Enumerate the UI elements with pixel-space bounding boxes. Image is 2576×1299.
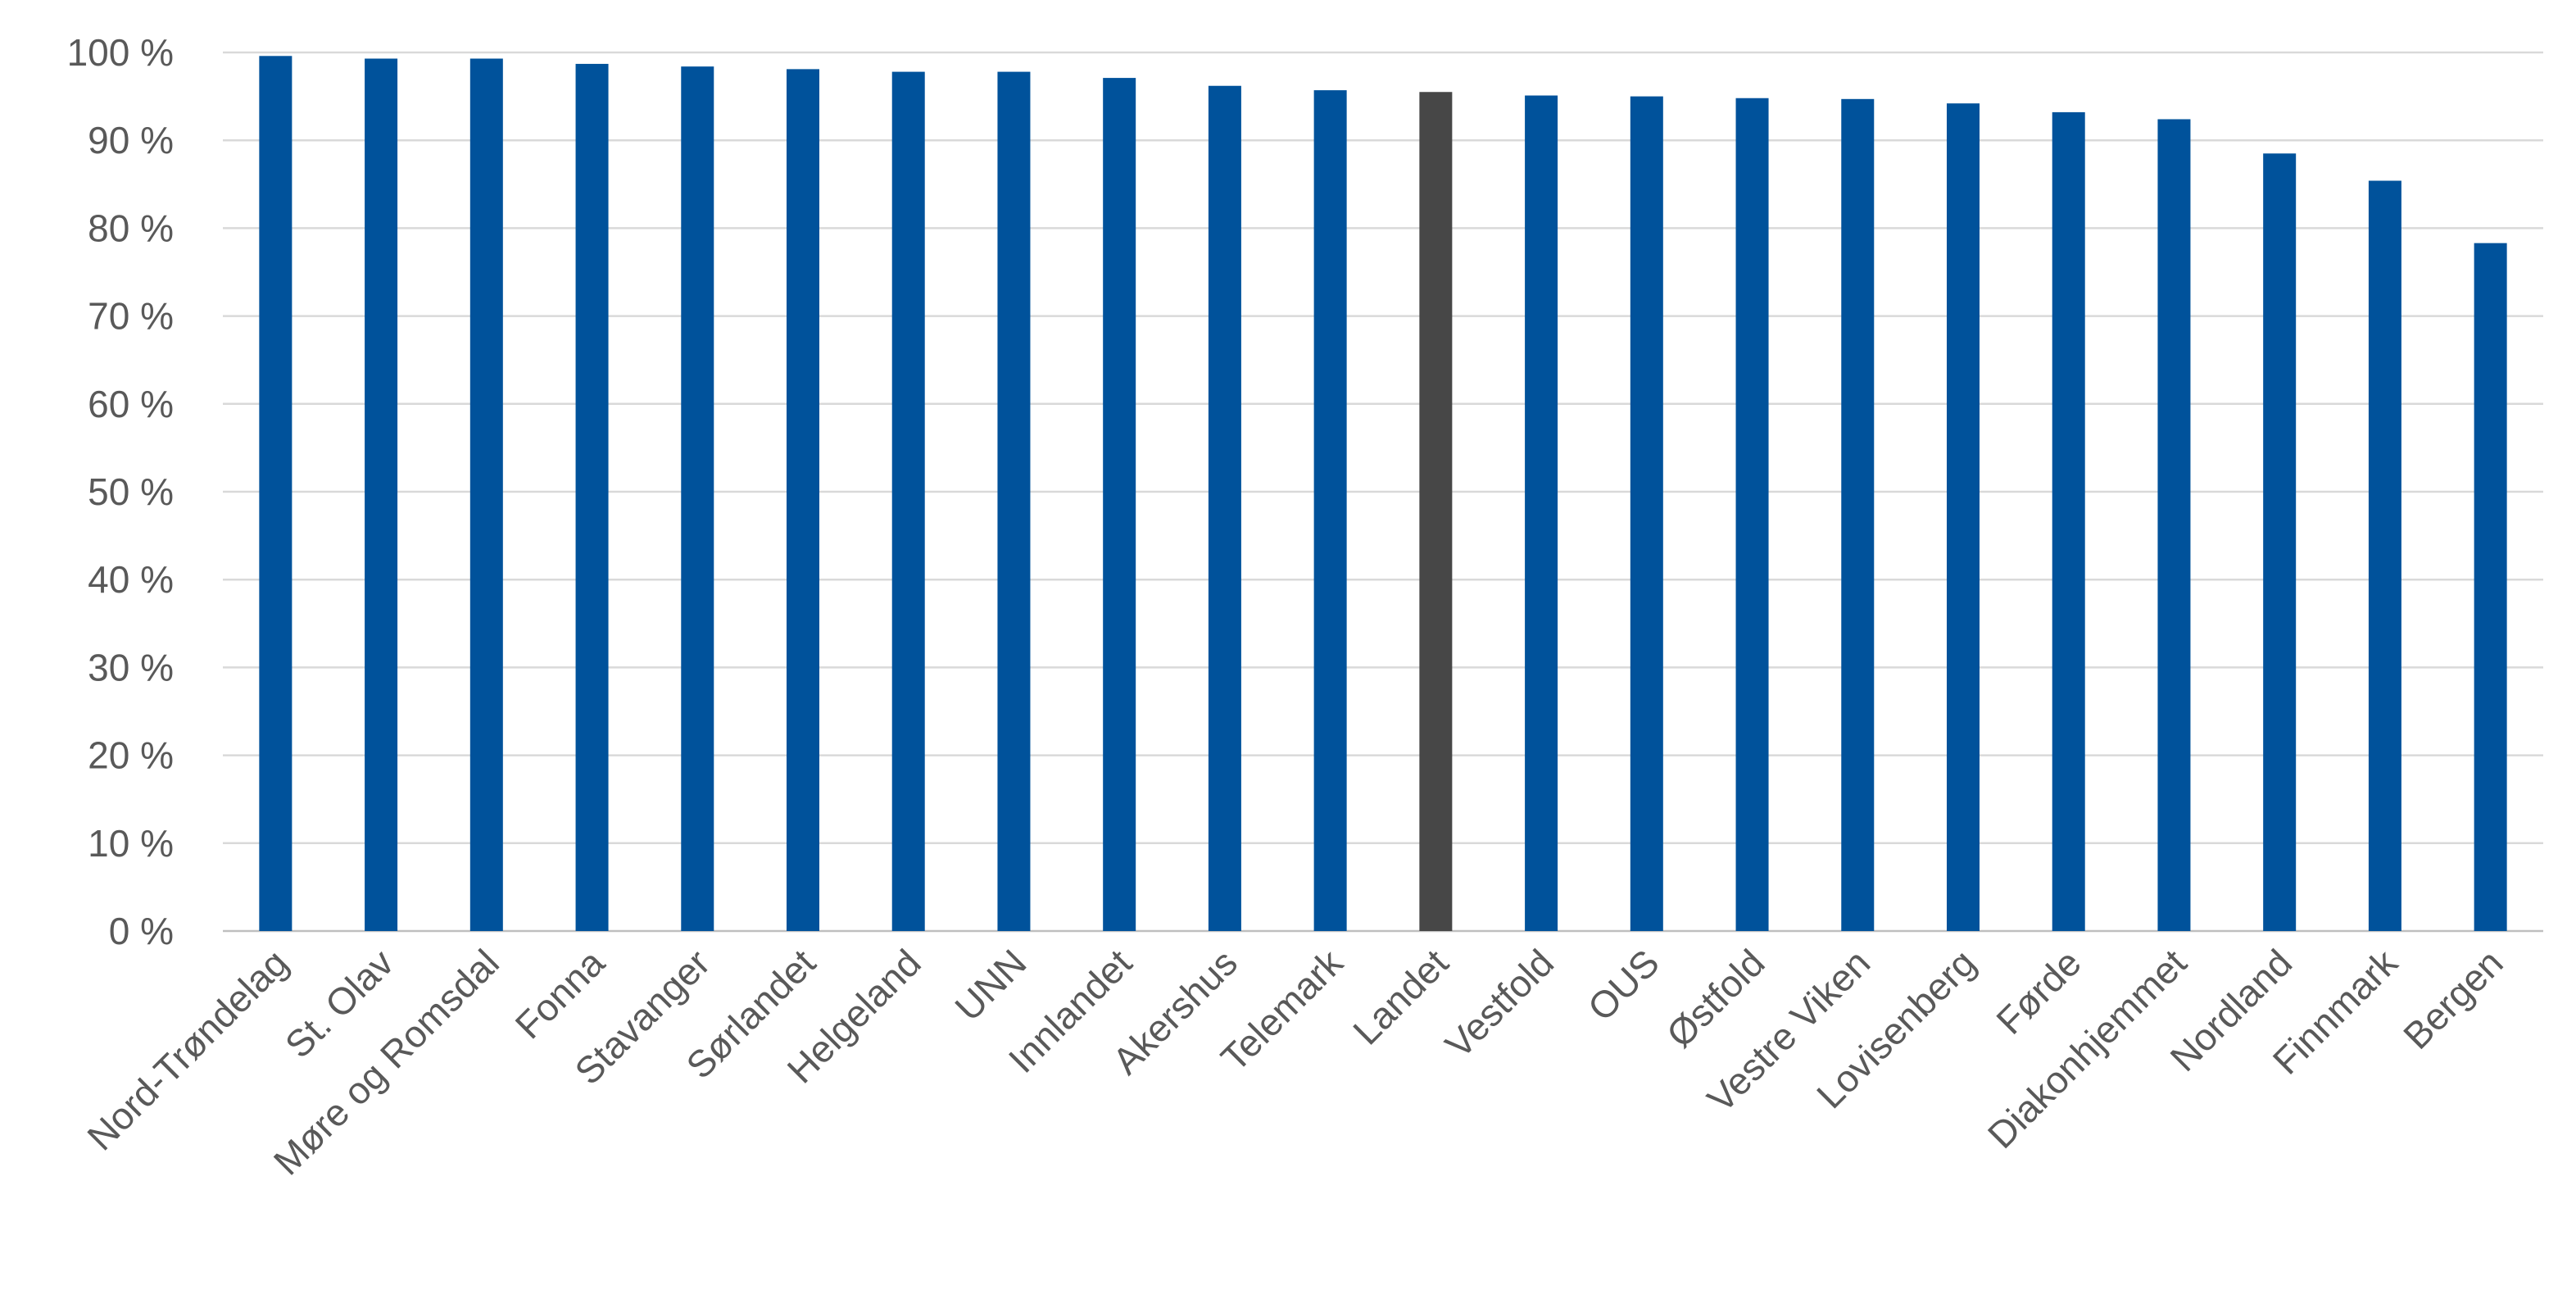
y-tick-label: 60 % [88, 383, 174, 425]
x-tick-label: Nord-Trøndelag [79, 941, 296, 1158]
bar [259, 56, 292, 931]
bar [1103, 78, 1136, 931]
bar [787, 69, 819, 931]
x-tick-label: Fonna [507, 941, 613, 1047]
x-tick-label: Bergen [2395, 941, 2511, 1057]
y-tick-label: 90 % [88, 119, 174, 161]
bar [2052, 112, 2085, 931]
y-axis-tick-labels: 0 % 10 % 20 % 30 % 40 % 50 % 60 % 70 % 80 % 90 % 1… [67, 31, 174, 952]
x-tick-label: Førde [1988, 941, 2089, 1042]
y-tick-label: 70 % [88, 295, 174, 338]
x-tick-label: Vestfold [1437, 941, 1562, 1066]
y-tick-label: 20 % [88, 734, 174, 777]
bar [1630, 97, 1663, 931]
bar [1419, 92, 1452, 931]
y-tick-label: 50 % [88, 470, 174, 513]
bar [892, 72, 925, 931]
bar [1947, 103, 1980, 931]
bars [259, 56, 2506, 931]
y-tick-label: 100 % [67, 31, 174, 74]
bar [576, 64, 609, 931]
bar [1841, 99, 1874, 931]
bar [1525, 96, 1558, 931]
y-tick-label: 0 % [109, 910, 174, 952]
bar [681, 66, 714, 931]
bar [997, 72, 1030, 931]
bar [2369, 181, 2401, 931]
y-tick-label: 80 % [88, 207, 174, 249]
gridlines [223, 52, 2543, 931]
x-tick-label: OUS [1580, 941, 1667, 1029]
bar [1736, 98, 1769, 931]
bar [2157, 119, 2190, 931]
bar [2263, 153, 2296, 931]
y-tick-label: 10 % [88, 822, 174, 865]
bar [1209, 86, 1241, 931]
bar [1314, 90, 1347, 931]
bar [470, 59, 503, 931]
y-tick-label: 40 % [88, 558, 174, 601]
bar [2474, 243, 2507, 931]
x-tick-label: UNN [946, 941, 1034, 1029]
bar [365, 59, 397, 931]
y-tick-label: 30 % [88, 646, 174, 688]
